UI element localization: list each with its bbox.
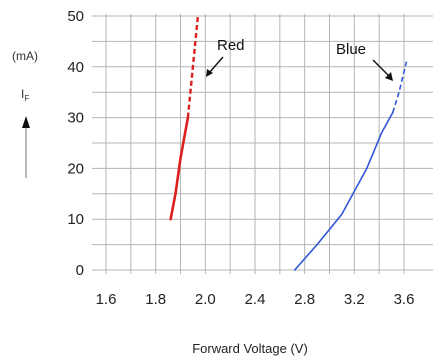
series-layer [169, 15, 408, 271]
y-axis-unit: (mA) [12, 49, 38, 63]
blue-pointer-arrowhead [385, 72, 393, 81]
x-tick-label: 2.4 [245, 291, 266, 308]
y-axis-symbol-subscript: F [24, 94, 29, 103]
series-line-blue-solid [293, 111, 394, 271]
red-pointer-arrowhead [206, 69, 213, 77]
series-line-red-dashed [186, 15, 200, 118]
y-tick-labels: 0 10 20 30 40 50 [67, 8, 84, 279]
red-pointer-line [208, 56, 224, 74]
y-tick-label: 50 [67, 8, 84, 25]
y-tick-label: 10 [67, 211, 84, 228]
x-tick-label: 3.2 [344, 291, 365, 308]
x-tick-label: 2.8 [294, 291, 315, 308]
x-tick-labels: 1.6 1.8 2.0 2.4 2.8 3.2 3.6 [96, 291, 415, 308]
y-axis-symbol-main: I [21, 87, 24, 101]
y-tick-label: 20 [67, 160, 84, 177]
grid-layer [92, 14, 433, 274]
blue-pointer-line [372, 59, 390, 77]
series-line-blue-dashed [392, 61, 408, 113]
y-tick-label: 40 [67, 59, 84, 76]
x-axis-label: Forward Voltage (V) [192, 341, 308, 356]
x-tick-label: 1.8 [145, 291, 166, 308]
y-axis-arrow-head [22, 116, 30, 128]
series-line-red-solid [169, 116, 190, 221]
y-tick-label: 0 [76, 262, 84, 279]
x-tick-label: 1.6 [96, 291, 117, 308]
y-tick-label: 30 [67, 110, 84, 127]
series-label-blue: Blue [336, 41, 366, 58]
series-label-red: Red [217, 37, 245, 54]
x-tick-label: 2.0 [195, 291, 216, 308]
x-tick-label: 3.6 [394, 291, 415, 308]
y-axis-symbol: IF [21, 87, 29, 103]
